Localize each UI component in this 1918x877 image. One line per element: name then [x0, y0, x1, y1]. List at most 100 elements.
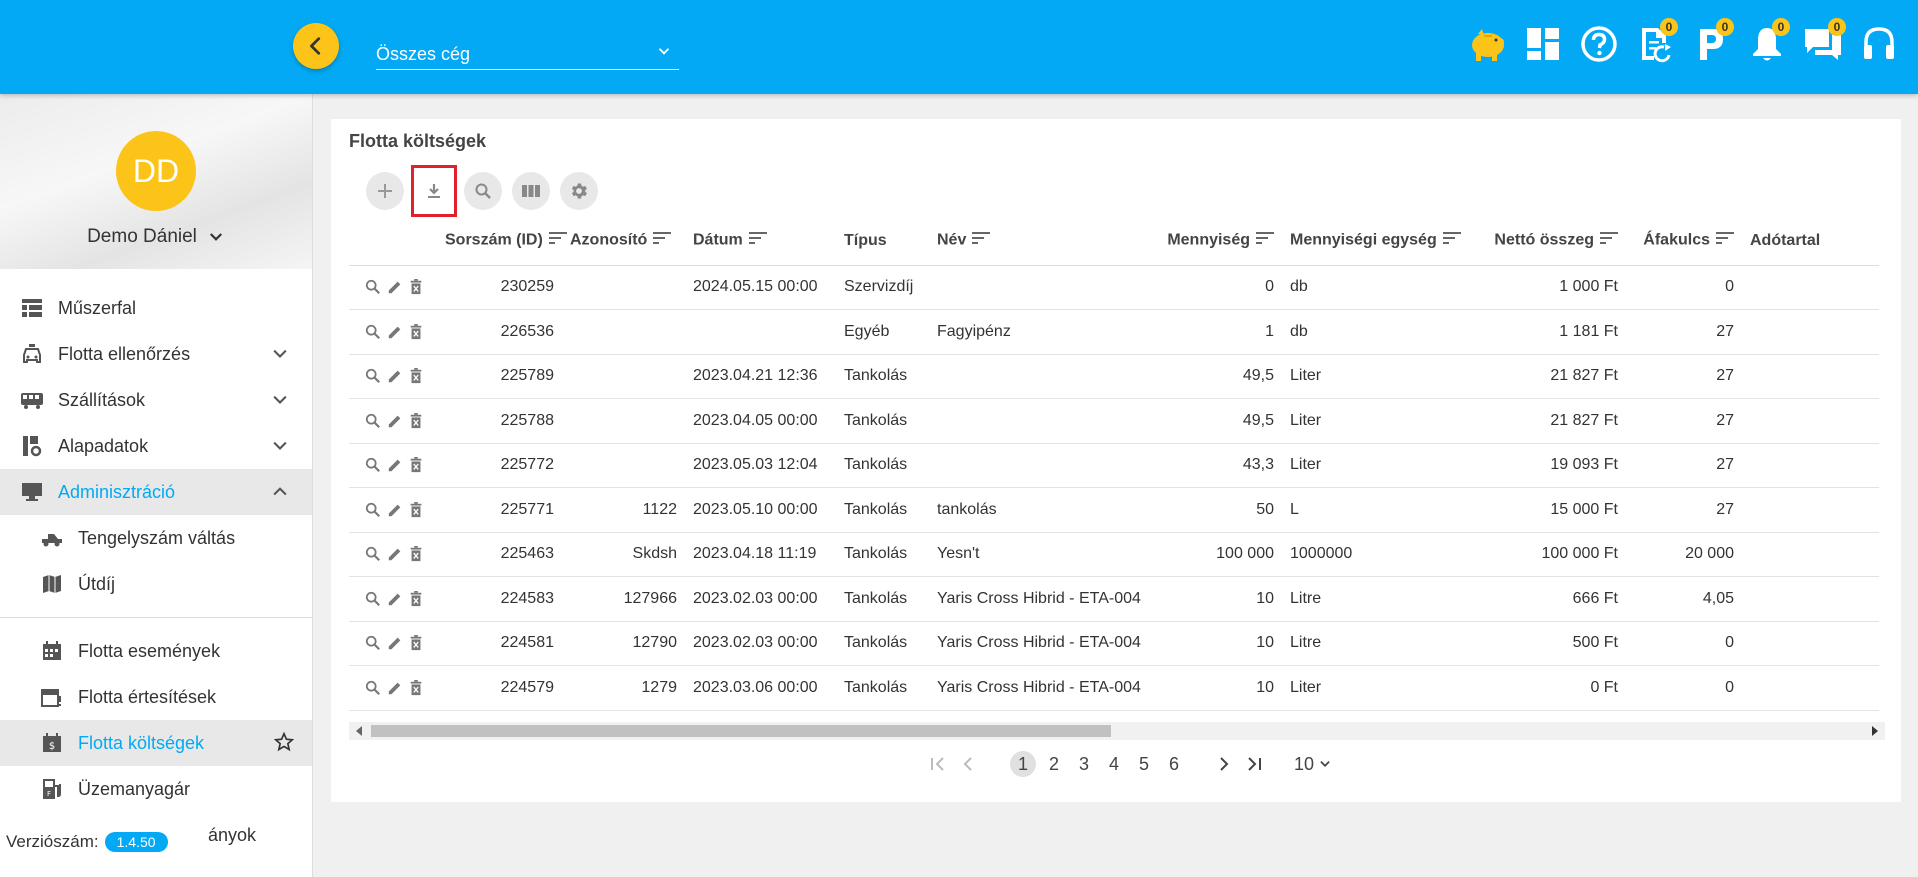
sidebar-item-uzemanyagar[interactable]: F Üzemanyagár — [0, 766, 312, 812]
first-page-button[interactable] — [926, 751, 950, 777]
delete-icon[interactable] — [409, 546, 423, 562]
page-1[interactable]: 1 — [1010, 751, 1036, 777]
delete-icon[interactable] — [409, 590, 423, 607]
table-row[interactable]: 225463 Skdsh 2023.04.18 11:19 Tankolás Yesn'… — [349, 532, 1879, 577]
sidebar-item-tengelyszam-valtas[interactable]: Tengelyszám váltás — [0, 515, 312, 561]
column-header-azonosito[interactable]: Azonosító — [562, 217, 685, 266]
view-icon[interactable] — [365, 591, 381, 607]
sidebar-item-flotta-esemenyek[interactable]: Flotta események — [0, 628, 312, 674]
add-button[interactable] — [366, 172, 404, 210]
table-row[interactable]: 230259 2024.05.15 00:00 Szervizdíj 0 db 1 000… — [349, 265, 1879, 310]
page-size-select[interactable]: 10 — [1294, 754, 1332, 775]
sort-icon[interactable] — [748, 231, 767, 250]
user-menu[interactable]: Demo Dániel — [0, 226, 312, 248]
edit-icon[interactable] — [387, 368, 403, 384]
delete-icon[interactable] — [409, 635, 423, 651]
column-header-mennyiseg[interactable]: Mennyiség — [1149, 217, 1282, 266]
column-header-afakulcs[interactable]: Áfakulcs — [1626, 217, 1742, 266]
search-button[interactable] — [464, 172, 502, 210]
sidebar-item-szallitasok[interactable]: Szállítások — [0, 377, 312, 423]
delete-icon[interactable] — [409, 323, 423, 340]
scroll-left-arrow[interactable] — [353, 725, 365, 737]
table-row[interactable]: 225789 2023.04.21 12:36 Tankolás 49,5 Liter 2… — [349, 354, 1879, 399]
sort-icon[interactable] — [1716, 231, 1734, 250]
support-button[interactable] — [1858, 22, 1900, 66]
page-5[interactable]: 5 — [1138, 753, 1149, 774]
delete-icon[interactable] — [409, 412, 423, 429]
table-row[interactable]: 225771 1122 2023.05.10 00:00 Tankolás tankol… — [349, 487, 1879, 533]
view-icon[interactable] — [365, 546, 381, 562]
last-page-button[interactable] — [1242, 751, 1266, 777]
edit-icon[interactable] — [387, 413, 403, 429]
sort-icon[interactable] — [972, 231, 991, 250]
sort-icon[interactable] — [1600, 231, 1618, 250]
column-header-netto-osszeg[interactable]: Nettó összeg — [1478, 217, 1626, 266]
edit-icon[interactable] — [387, 279, 403, 295]
view-icon[interactable] — [365, 413, 381, 429]
table-row[interactable]: 225772 2023.05.03 12:04 Tankolás 43,3 Liter 1… — [349, 443, 1879, 488]
column-header-datum[interactable]: Dátum — [685, 217, 836, 266]
star-icon[interactable] — [274, 732, 294, 752]
sort-icon[interactable] — [1442, 231, 1461, 250]
scroll-right-arrow[interactable] — [1869, 725, 1881, 737]
prev-page-button[interactable] — [956, 751, 980, 777]
edit-icon[interactable] — [387, 680, 403, 696]
page-2[interactable]: 2 — [1048, 753, 1059, 774]
edit-icon[interactable] — [387, 635, 403, 651]
edit-icon[interactable] — [387, 457, 403, 473]
page-4[interactable]: 4 — [1108, 753, 1119, 774]
table-row[interactable]: 225788 2023.04.05 00:00 Tankolás 49,5 Liter 2… — [349, 398, 1879, 444]
settings-button[interactable] — [560, 172, 598, 210]
column-header-mennyisegi-egyseg[interactable]: Mennyiségi egység — [1282, 217, 1478, 266]
sidebar-item-flotta-ertesitesek[interactable]: Flotta értesítések — [0, 674, 312, 720]
delete-icon[interactable] — [409, 457, 423, 473]
sidebar-item-flotta-koltsegek[interactable]: $ Flotta költségek — [0, 720, 312, 766]
column-header-nev[interactable]: Név — [929, 217, 1149, 266]
view-icon[interactable] — [365, 368, 381, 384]
help-button[interactable] — [1578, 22, 1620, 66]
export-button[interactable] — [411, 165, 457, 217]
delete-icon[interactable] — [409, 679, 423, 696]
avatar[interactable]: DD — [116, 131, 196, 211]
sort-icon[interactable] — [548, 231, 567, 250]
view-icon[interactable] — [365, 324, 381, 340]
sidebar-item-muszerfal[interactable]: Műszerfal — [0, 285, 312, 331]
delete-icon[interactable] — [409, 368, 423, 384]
sidebar-item-alapadatok[interactable]: Alapadatok — [0, 423, 312, 469]
sidebar-item-utdij[interactable]: Útdíj — [0, 561, 312, 607]
sidebar-item-truncated[interactable]: ányok — [0, 812, 312, 858]
document-sync-button[interactable]: 0 — [1634, 18, 1678, 66]
edit-icon[interactable] — [387, 591, 403, 607]
table-row[interactable]: 224583 127966 2023.02.03 00:00 Tankolás Yari… — [349, 576, 1879, 622]
column-header-tipus[interactable]: Típus — [836, 217, 929, 266]
sort-icon[interactable] — [1256, 231, 1274, 250]
table-row[interactable]: 226536 Egyéb Fagyipénz 1 db 1 181 Ft 27 — [349, 309, 1879, 355]
view-icon[interactable] — [365, 457, 381, 473]
sidebar-item-flotta-ellenorzes[interactable]: Flotta ellenőrzés — [0, 331, 312, 377]
company-select[interactable]: Összes cég — [376, 40, 679, 70]
delete-icon[interactable] — [409, 501, 423, 518]
sort-icon[interactable] — [653, 231, 672, 250]
view-icon[interactable] — [365, 635, 381, 651]
sidebar-item-adminisztracio[interactable]: Adminisztráció — [0, 469, 312, 515]
dashboard-button[interactable] — [1522, 22, 1564, 66]
view-icon[interactable] — [365, 279, 381, 295]
parking-button[interactable]: 0 — [1690, 18, 1734, 66]
column-header-adotartalom[interactable]: Adótartal — [1742, 217, 1879, 266]
piggy-bank-button[interactable] — [1466, 22, 1508, 66]
table-row[interactable]: 224579 1279 2023.03.06 00:00 Tankolás Yaris … — [349, 665, 1879, 711]
horizontal-scrollbar[interactable] — [349, 722, 1885, 740]
notifications-button[interactable]: 0 — [1746, 18, 1790, 66]
next-page-button[interactable] — [1212, 751, 1236, 777]
view-icon[interactable] — [365, 680, 381, 696]
edit-icon[interactable] — [387, 502, 403, 518]
delete-icon[interactable] — [409, 279, 423, 295]
page-3[interactable]: 3 — [1078, 753, 1089, 774]
columns-button[interactable] — [512, 172, 550, 210]
column-header-id[interactable]: Sorszám (ID) — [437, 217, 567, 266]
page-6[interactable]: 6 — [1168, 753, 1179, 774]
view-icon[interactable] — [365, 502, 381, 518]
chat-button[interactable]: 0 — [1802, 18, 1846, 66]
edit-icon[interactable] — [387, 546, 403, 562]
collapse-sidebar-button[interactable] — [293, 23, 339, 69]
